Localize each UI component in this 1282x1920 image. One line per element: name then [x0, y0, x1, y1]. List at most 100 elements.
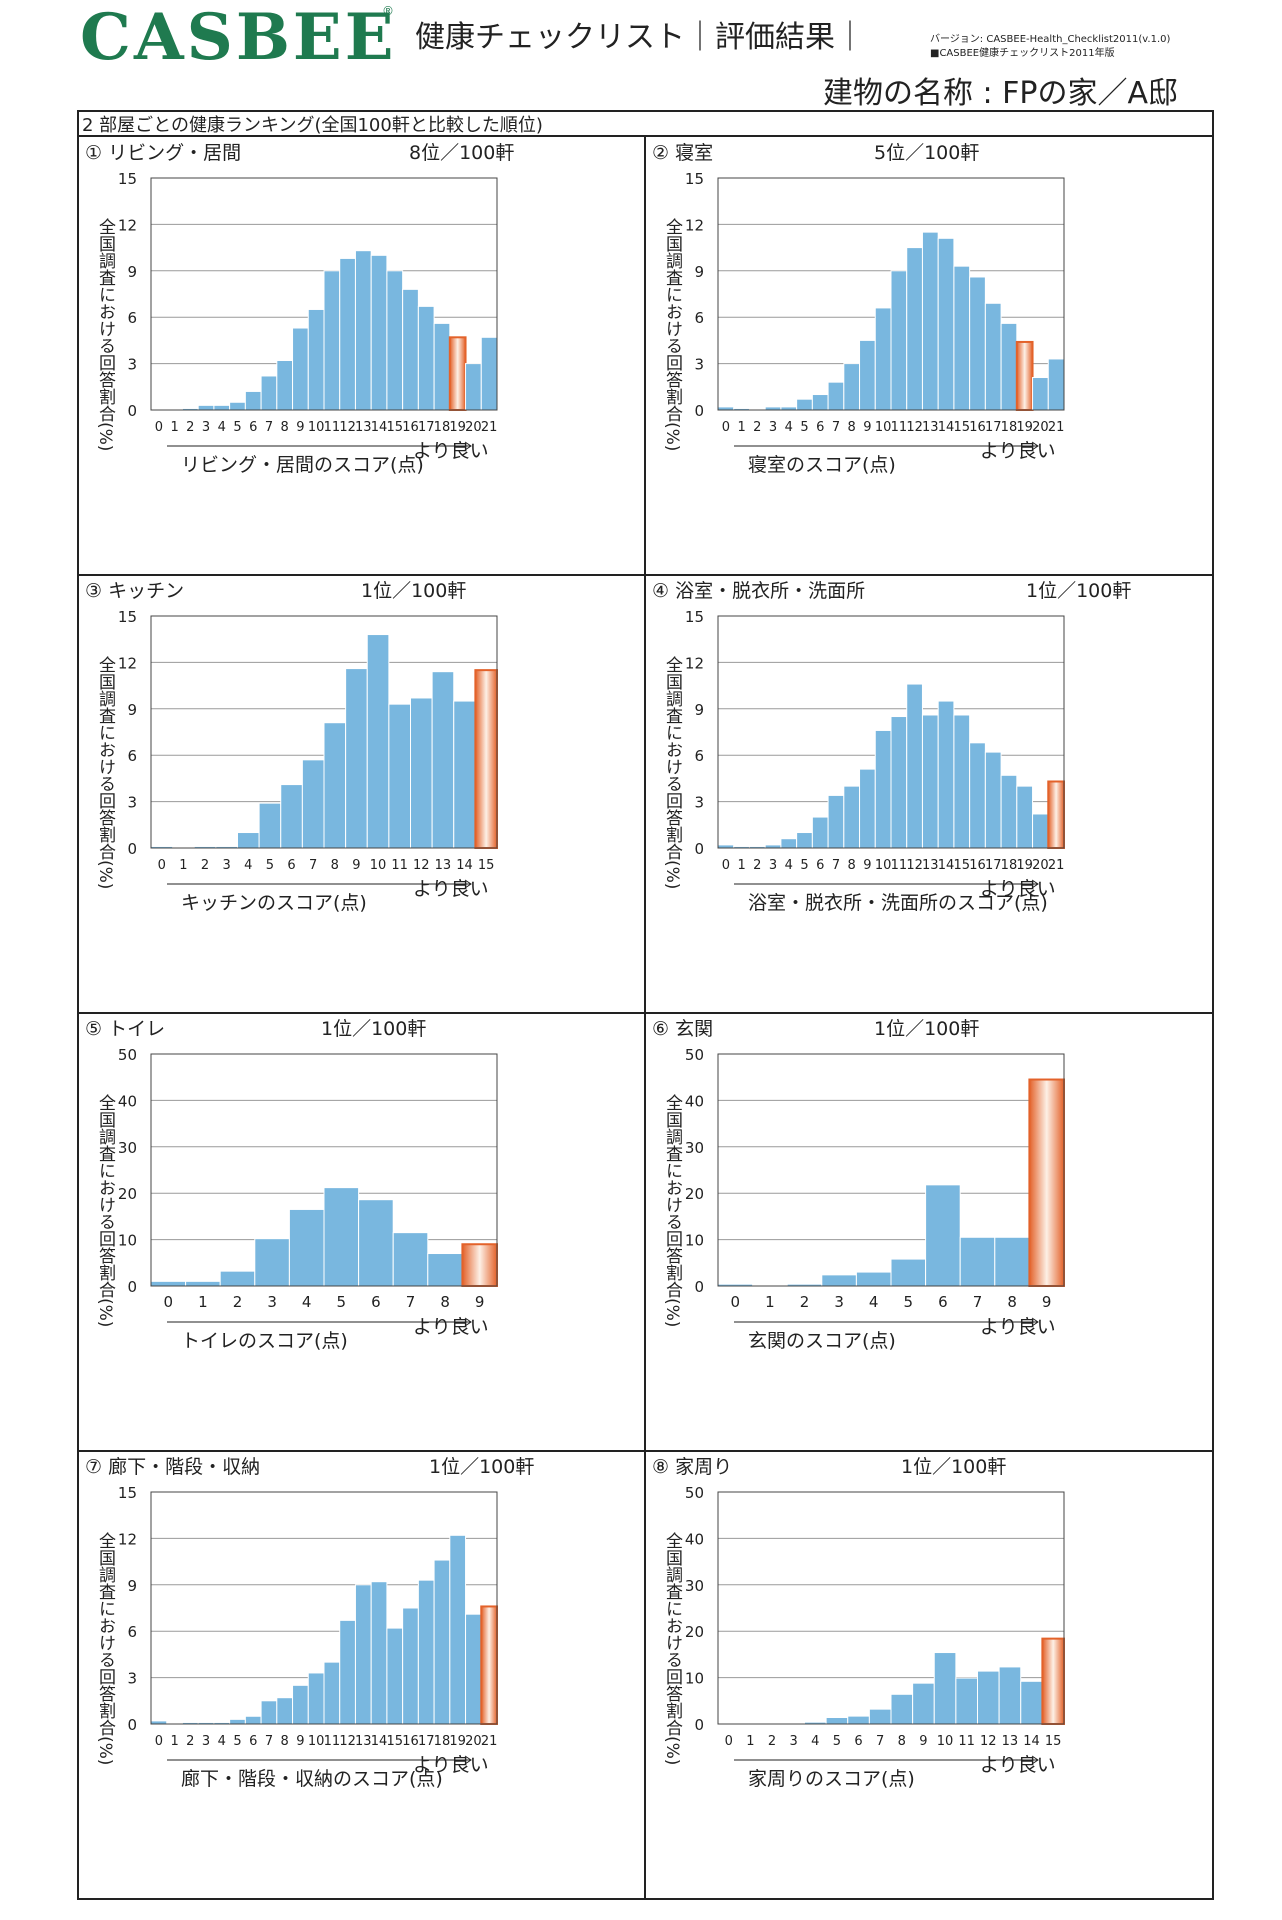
- x-tick-label: 5: [904, 1293, 914, 1311]
- y-tick-label: 0: [127, 402, 137, 420]
- x-tick-label: 20: [1032, 858, 1049, 873]
- x-tick-label: 5: [800, 420, 808, 435]
- x-tick-label: 8: [848, 420, 856, 435]
- x-tick-label: 13: [922, 858, 939, 873]
- x-tick-label: 21: [481, 420, 498, 435]
- y-tick-label: 50: [685, 1484, 704, 1502]
- bar: [323, 1187, 360, 1287]
- x-axis-title: トイレのスコア(点): [181, 1330, 348, 1352]
- x-tick-label: 11: [391, 858, 408, 873]
- y-tick-label: 6: [127, 309, 137, 327]
- x-tick-label: 7: [973, 1293, 983, 1311]
- x-tick-label: 16: [402, 1734, 419, 1749]
- x-tick-label: 6: [938, 1293, 948, 1311]
- x-tick-label: 2: [201, 858, 209, 873]
- x-tick-label: 13: [922, 420, 939, 435]
- rank-label: 1位／100軒: [874, 1018, 980, 1040]
- bar: [354, 250, 372, 411]
- bar: [301, 759, 325, 849]
- bar: [402, 1607, 419, 1725]
- bar: [984, 751, 1002, 849]
- arrow-head-icon: [1031, 441, 1039, 451]
- bar: [953, 265, 971, 411]
- plot-frame: [717, 1053, 1065, 1287]
- x-tick-label: 18: [1001, 858, 1018, 873]
- row-divider-1: [77, 574, 1214, 576]
- bar: [370, 254, 388, 411]
- x-tick-label: 8: [1007, 1293, 1017, 1311]
- x-tick-label: 19: [449, 1734, 466, 1749]
- x-tick-label: 3: [223, 858, 231, 873]
- plot-frame: [717, 177, 1065, 411]
- x-tick-label: 6: [816, 420, 824, 435]
- x-tick-label: 2: [186, 420, 194, 435]
- chart-title: ⑦ 廊下・階段・収納: [85, 1456, 261, 1478]
- bar: [1000, 774, 1018, 849]
- x-tick-label: 15: [953, 420, 970, 435]
- arrow-head-icon: [1031, 1755, 1039, 1765]
- x-tick-label: 3: [202, 1734, 210, 1749]
- x-tick-label: 10: [875, 858, 892, 873]
- column-divider: [644, 136, 646, 1900]
- x-tick-label: 1: [737, 420, 745, 435]
- y-tick-label: 12: [118, 1530, 137, 1548]
- x-tick-label: 3: [834, 1293, 844, 1311]
- y-tick-label: 6: [694, 747, 704, 765]
- arrow-head-icon: [464, 1317, 472, 1327]
- arrow-head-icon: [1031, 879, 1039, 889]
- plot-frame: [717, 1491, 1065, 1725]
- y-tick-label: 3: [127, 1670, 137, 1688]
- x-tick-label: 7: [265, 1734, 273, 1749]
- bar: [480, 336, 498, 411]
- bar: [370, 1581, 388, 1725]
- x-tick-label: 0: [725, 1734, 733, 1749]
- bar: [197, 404, 215, 411]
- bar: [244, 1715, 262, 1725]
- edition-info: ■CASBEE健康チェックリスト2011年版: [930, 48, 1115, 59]
- bar: [244, 390, 262, 411]
- x-tick-label: 16: [969, 858, 986, 873]
- bar: [354, 1584, 372, 1725]
- bar: [292, 1684, 309, 1725]
- x-tick-label: 8: [848, 858, 856, 873]
- bar: [410, 697, 433, 849]
- bar: [994, 1236, 1030, 1287]
- bar: [276, 360, 294, 411]
- row-divider-3: [77, 1450, 1214, 1452]
- y-tick-label: 30: [118, 1139, 137, 1157]
- y-axis-label: 全国調査における回答割合(%): [662, 1532, 682, 1766]
- panel-surroundings: ⑧ 家周り 1位／100軒 全国調査における回答割合(%) 0 10 20 30 40 50 0 1…: [646, 1452, 1212, 1900]
- x-tick-label: 19: [1016, 858, 1033, 873]
- bar: [402, 288, 419, 411]
- bar: [1000, 322, 1018, 411]
- x-tick-label: 10: [308, 420, 325, 435]
- y-tick-label: 30: [685, 1577, 704, 1595]
- better-label: より良い: [980, 1754, 1056, 1776]
- y-tick-label: 15: [685, 170, 704, 188]
- bar: [890, 716, 908, 849]
- chart-title: ③ キッチン: [85, 580, 185, 602]
- bar: [912, 1682, 935, 1725]
- bar: [345, 668, 368, 849]
- better-label: より良い: [980, 878, 1056, 900]
- x-tick-label: 3: [202, 420, 210, 435]
- x-tick-label: 15: [1045, 1734, 1062, 1749]
- bar: [955, 1677, 978, 1725]
- x-tick-label: 10: [937, 1734, 954, 1749]
- x-tick-label: 8: [281, 1734, 289, 1749]
- x-tick-label: 4: [811, 1734, 819, 1749]
- x-tick-label: 8: [898, 1734, 906, 1749]
- x-tick-label: 4: [785, 420, 793, 435]
- plot-frame: [150, 615, 498, 849]
- bar: [307, 308, 325, 411]
- x-axis-title: リビング・居間のスコア(点): [181, 454, 424, 476]
- x-tick-label: 12: [906, 420, 923, 435]
- y-tick-label: 50: [685, 1046, 704, 1064]
- y-tick-label: 15: [685, 608, 704, 626]
- y-tick-label: 9: [127, 263, 137, 281]
- x-tick-label: 7: [309, 858, 317, 873]
- bar: [453, 700, 476, 849]
